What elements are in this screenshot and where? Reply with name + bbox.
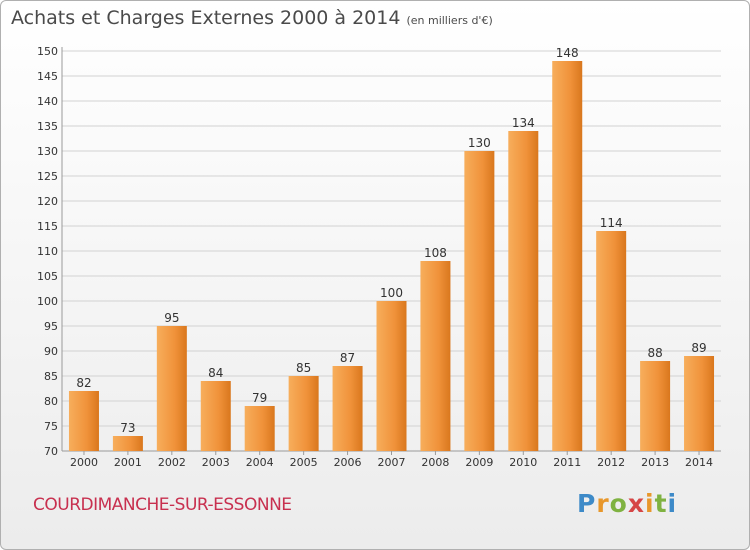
y-tick-label: 85 <box>44 370 58 383</box>
y-tick-label: 125 <box>37 170 58 183</box>
x-tick-label: 2002 <box>158 456 186 469</box>
y-tick-label: 120 <box>37 195 58 208</box>
x-tick-label: 2008 <box>421 456 449 469</box>
y-tick-label: 80 <box>44 395 58 408</box>
bar <box>684 356 715 451</box>
x-tick-label: 2013 <box>641 456 669 469</box>
bar-value-label: 88 <box>647 346 662 360</box>
x-tick-label: 2000 <box>70 456 98 469</box>
bar <box>244 406 275 451</box>
y-tick-label: 130 <box>37 145 58 158</box>
y-tick-label: 105 <box>37 270 58 283</box>
bar <box>464 151 495 451</box>
y-tick-label: 75 <box>44 420 58 433</box>
y-tick-label: 90 <box>44 345 58 358</box>
bar-value-label: 100 <box>380 286 403 300</box>
x-tick-label: 2009 <box>465 456 493 469</box>
bar-value-label: 95 <box>164 311 179 325</box>
y-tick-label: 70 <box>44 445 58 458</box>
bar <box>68 391 99 451</box>
y-tick-label: 100 <box>37 295 58 308</box>
x-tick-label: 2003 <box>202 456 230 469</box>
bar-value-label: 73 <box>120 421 135 435</box>
chart-title-text: Achats et Charges Externes 2000 à 2014 <box>11 7 401 29</box>
bar <box>508 131 539 451</box>
x-tick-label: 2006 <box>334 456 362 469</box>
bar <box>420 261 451 451</box>
bar-value-label: 79 <box>252 391 267 405</box>
chart-title: Achats et Charges Externes 2000 à 2014 (e… <box>11 7 493 29</box>
bar-value-label: 114 <box>600 216 623 230</box>
bar-value-label: 130 <box>468 136 491 150</box>
x-tick-label: 2012 <box>597 456 625 469</box>
y-tick-label: 135 <box>37 120 58 133</box>
bar-value-label: 82 <box>76 376 91 390</box>
bar <box>156 326 187 451</box>
bar <box>112 436 143 451</box>
bar-value-label: 87 <box>340 351 355 365</box>
bar-value-label: 108 <box>424 246 447 260</box>
chart-unit-note: (en milliers d'€) <box>406 14 493 27</box>
bar <box>552 61 583 451</box>
bar <box>640 361 671 451</box>
bar <box>288 376 319 451</box>
bar-value-label: 89 <box>691 341 706 355</box>
bar-value-label: 148 <box>556 46 579 60</box>
proxiti-logo: Proxiti <box>577 489 678 518</box>
x-tick-label: 2007 <box>378 456 406 469</box>
bar <box>596 231 627 451</box>
bar-value-label: 134 <box>512 116 535 130</box>
bar-chart: 70 75 80 85 90 95 100 105 110 115 120 125 130 135 140 1… <box>37 45 721 469</box>
bar <box>200 381 231 451</box>
y-tick-label: 140 <box>37 95 58 108</box>
y-tick-label: 150 <box>37 45 58 58</box>
y-tick-label: 95 <box>44 320 58 333</box>
bar-value-label: 84 <box>208 366 223 380</box>
commune-name: COURDIMANCHE-SUR-ESSONNE <box>33 495 292 515</box>
bar <box>332 366 363 451</box>
x-tick-label: 2014 <box>685 456 713 469</box>
x-tick-label: 2001 <box>114 456 142 469</box>
x-tick-label: 2010 <box>509 456 537 469</box>
x-tick-label: 2005 <box>290 456 318 469</box>
bar <box>376 301 407 451</box>
y-tick-label: 110 <box>37 245 58 258</box>
y-tick-label: 145 <box>37 70 58 83</box>
y-tick-label: 115 <box>37 220 58 233</box>
bar-value-label: 85 <box>296 361 311 375</box>
x-tick-label: 2011 <box>553 456 581 469</box>
x-tick-label: 2004 <box>246 456 274 469</box>
